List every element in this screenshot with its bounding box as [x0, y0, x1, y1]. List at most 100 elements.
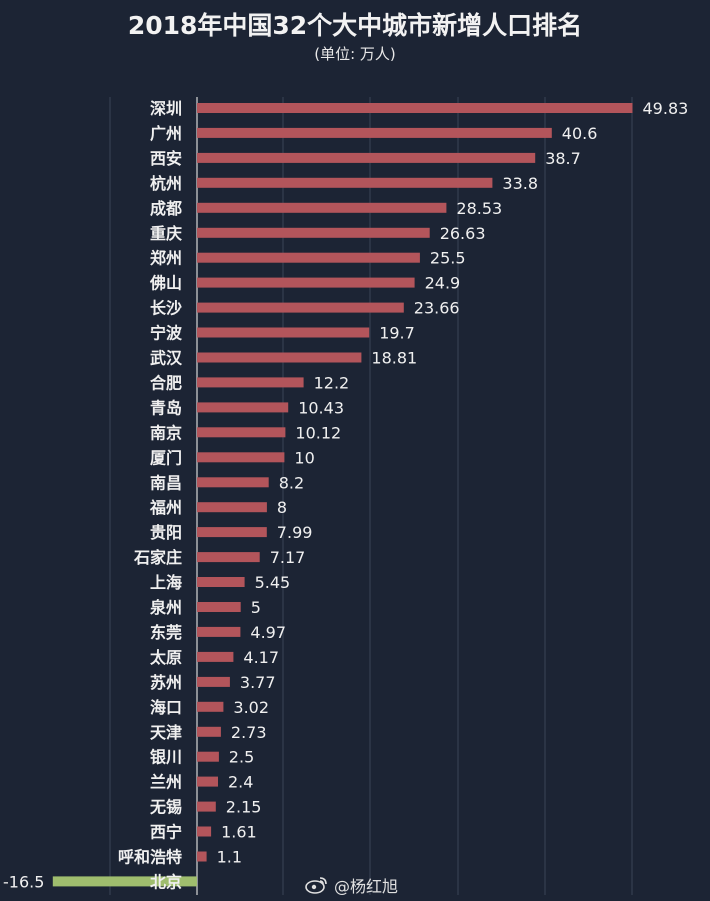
category-label: 青岛 — [150, 398, 182, 417]
category-label: 武汉 — [150, 349, 183, 368]
value-label: 10.43 — [298, 398, 344, 417]
bar — [197, 502, 267, 513]
value-label: 25.5 — [430, 249, 466, 268]
bar — [197, 552, 260, 563]
category-label: 东莞 — [150, 623, 182, 642]
value-label: 18.81 — [371, 349, 417, 368]
value-label: 1.1 — [217, 848, 242, 867]
bar — [197, 402, 289, 413]
bar — [197, 701, 224, 712]
bar — [197, 302, 404, 313]
bar — [197, 801, 216, 812]
value-label: 3.02 — [233, 698, 269, 717]
category-label: 天津 — [150, 723, 182, 742]
category-label: 长沙 — [150, 299, 182, 318]
bar — [197, 427, 286, 438]
watermark-text: @杨红旭 — [334, 877, 399, 896]
bar — [197, 477, 269, 488]
bar — [197, 826, 212, 837]
bar — [197, 227, 430, 238]
bar — [197, 202, 447, 213]
bar — [197, 577, 245, 587]
value-label: 2.4 — [228, 773, 253, 792]
category-label: 苏州 — [150, 673, 182, 692]
category-label: 合肥 — [150, 373, 182, 392]
category-label: 厦门 — [150, 448, 182, 467]
bar — [197, 352, 362, 363]
category-label: 福州 — [149, 498, 182, 517]
value-label: 2.73 — [231, 723, 267, 742]
value-label: 8.2 — [279, 473, 304, 492]
bar — [197, 776, 218, 787]
bar — [197, 676, 230, 687]
bar — [197, 277, 415, 288]
category-label: 海口 — [150, 698, 182, 717]
value-label: 24.9 — [425, 274, 461, 293]
category-label: 郑州 — [150, 249, 182, 268]
value-label: 8 — [277, 498, 287, 517]
bar — [52, 876, 197, 887]
bar — [197, 103, 633, 113]
watermark: @杨红旭 — [305, 873, 398, 897]
category-label: 佛山 — [149, 274, 182, 293]
bar — [197, 377, 304, 388]
category-label: 西安 — [150, 149, 182, 168]
category-label: 太原 — [149, 648, 182, 667]
category-label: 泉州 — [150, 598, 182, 617]
category-label: 南昌 — [150, 473, 182, 492]
value-label: 4.17 — [243, 648, 279, 667]
category-label: 杭州 — [150, 174, 182, 193]
value-label: 3.77 — [240, 673, 276, 692]
value-label: 49.83 — [643, 99, 689, 118]
bar — [197, 452, 285, 463]
value-label: 1.61 — [221, 823, 257, 842]
chart-subtitle: (单位: 万人) — [314, 45, 396, 63]
category-label: 西宁 — [150, 823, 182, 842]
value-label: 23.66 — [414, 299, 460, 318]
value-label: 2.5 — [229, 748, 254, 767]
value-label: 5 — [251, 598, 261, 617]
category-label: 成都 — [150, 199, 182, 218]
bar — [197, 327, 370, 338]
category-label: 呼和浩特 — [118, 848, 182, 867]
category-label: 重庆 — [150, 224, 182, 243]
value-label: 33.8 — [502, 174, 538, 193]
value-label: 19.7 — [379, 324, 415, 343]
value-label: 7.99 — [277, 523, 313, 542]
category-label: 南京 — [150, 423, 182, 442]
value-label: 7.17 — [270, 548, 306, 567]
value-label: 10 — [294, 448, 314, 467]
category-label: 广州 — [150, 124, 182, 143]
value-label: 2.15 — [226, 798, 262, 817]
value-label: 4.97 — [250, 623, 286, 642]
bar — [197, 252, 420, 263]
category-label: 贵阳 — [150, 523, 182, 542]
bar — [197, 602, 241, 612]
bar — [197, 626, 241, 637]
value-label: 10.12 — [295, 423, 341, 442]
bar — [197, 152, 536, 163]
bar — [197, 851, 207, 862]
category-label: 银川 — [150, 748, 182, 767]
value-label: -16.5 — [3, 872, 44, 891]
category-label: 深圳 — [150, 99, 182, 118]
value-label: 5.45 — [255, 573, 291, 592]
value-label: 38.7 — [545, 149, 581, 168]
category-label: 石家庄 — [133, 548, 182, 567]
chart-title: 2018年中国32个大中城市新增人口排名 — [127, 11, 583, 40]
weibo-icon — [305, 876, 329, 894]
category-label: 无锡 — [149, 798, 182, 817]
value-label: 28.53 — [456, 199, 502, 218]
category-label: 宁波 — [150, 324, 183, 343]
bar — [197, 177, 493, 188]
category-label: 兰州 — [150, 773, 182, 792]
value-label: 40.6 — [562, 124, 598, 143]
value-label: 26.63 — [440, 224, 486, 243]
bar — [197, 527, 267, 538]
category-label: 上海 — [150, 573, 182, 592]
bar — [197, 726, 221, 737]
bar — [197, 651, 234, 662]
category-label: 北京 — [150, 872, 182, 891]
